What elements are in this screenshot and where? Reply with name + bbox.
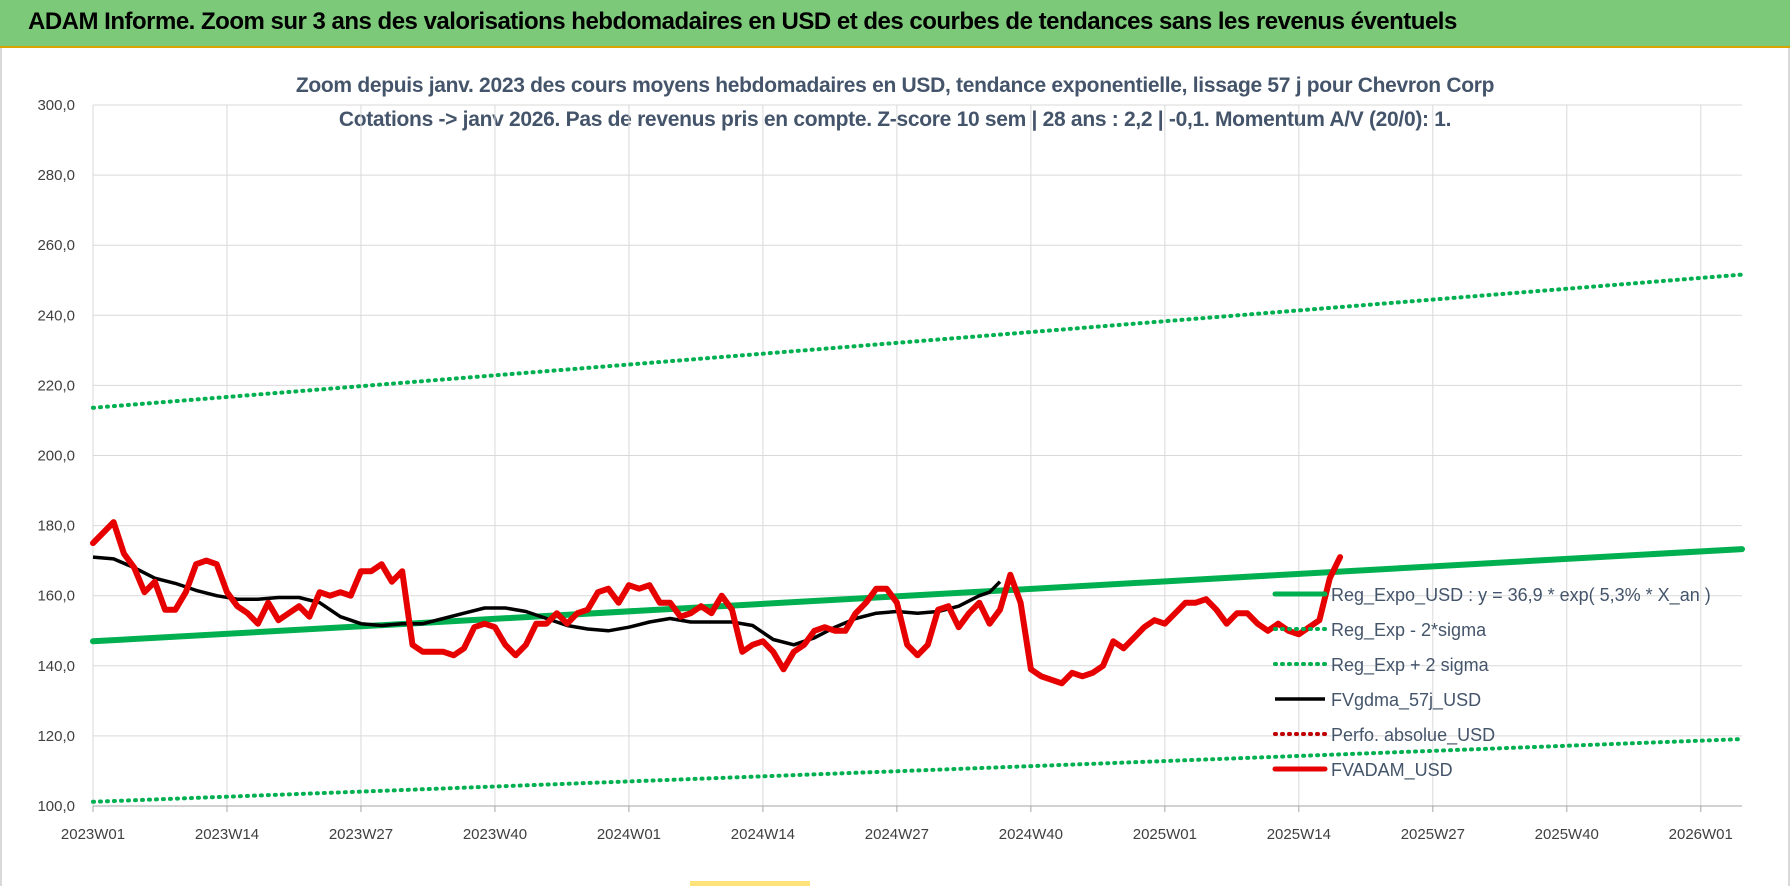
report-banner: ADAM Informe. Zoom sur 3 ans des valoris… xyxy=(0,0,1790,48)
x-tick-label: 2025W27 xyxy=(1401,826,1465,843)
legend-label: Reg_Exp + 2 sigma xyxy=(1331,655,1490,676)
x-tick-label: 2025W14 xyxy=(1267,826,1331,843)
x-tick-label: 2023W01 xyxy=(61,826,125,843)
y-tick-label: 260,0 xyxy=(37,237,75,254)
sheet-tab-marker xyxy=(690,881,810,886)
banner-title: ADAM Informe. Zoom sur 3 ans des valoris… xyxy=(28,8,1457,35)
legend-label: FVgdma_57j_USD xyxy=(1331,690,1481,711)
x-axis: 2023W01 2023W14 2023W27 2023W40 2024W01 2024W… xyxy=(61,805,1742,843)
x-tick-label: 2023W40 xyxy=(463,826,527,843)
chart-grid xyxy=(92,104,1742,807)
series-line-2 xyxy=(91,272,1744,410)
series-line-1 xyxy=(91,737,1744,804)
legend-label: Reg_Exp - 2*sigma xyxy=(1331,620,1487,641)
x-tick-label: 2025W01 xyxy=(1133,826,1197,843)
y-tick-label: 120,0 xyxy=(37,728,75,745)
x-tick-label: 2024W40 xyxy=(999,826,1063,843)
y-tick-label: 240,0 xyxy=(37,307,75,324)
chart-series xyxy=(90,272,1745,804)
legend-label: Perfo. absolue_USD xyxy=(1331,725,1495,746)
x-tick-label: 2026W01 xyxy=(1669,826,1733,843)
x-tick-label: 2023W27 xyxy=(329,826,393,843)
y-tick-label: 200,0 xyxy=(37,448,75,465)
x-tick-label: 2024W27 xyxy=(865,826,929,843)
y-tick-label: 220,0 xyxy=(37,377,75,394)
y-tick-label: 100,0 xyxy=(37,798,75,815)
chart-title: Zoom depuis janv. 2023 des cours moyens … xyxy=(295,74,1495,97)
y-tick-label: 300,0 xyxy=(37,97,75,114)
x-tick-label: 2024W01 xyxy=(597,826,661,843)
chart-frame xyxy=(0,48,1790,886)
y-tick-label: 140,0 xyxy=(37,658,75,675)
chart-legend: Reg_Expo_USD : y = 36,9 * exp( 5,3% * X_… xyxy=(1272,585,1711,781)
x-tick-label: 2024W14 xyxy=(731,826,795,843)
legend-label: Reg_Expo_USD : y = 36,9 * exp( 5,3% * X_… xyxy=(1331,585,1711,606)
legend-label: FVADAM_USD xyxy=(1331,760,1453,781)
series-line-3 xyxy=(92,555,1002,647)
series-line-5 xyxy=(90,519,1344,687)
y-tick-label: 160,0 xyxy=(37,588,75,605)
chart-subtitle: Cotations -> janv 2026. Pas de revenus p… xyxy=(338,108,1452,131)
x-tick-label: 2025W40 xyxy=(1535,826,1599,843)
y-tick-label: 280,0 xyxy=(37,167,75,184)
y-tick-label: 180,0 xyxy=(37,518,75,535)
x-tick-label: 2023W14 xyxy=(195,826,259,843)
y-axis: 100,0 120,0 140,0 160,0 180,0 200,0 220,0 240,0… xyxy=(37,97,75,815)
